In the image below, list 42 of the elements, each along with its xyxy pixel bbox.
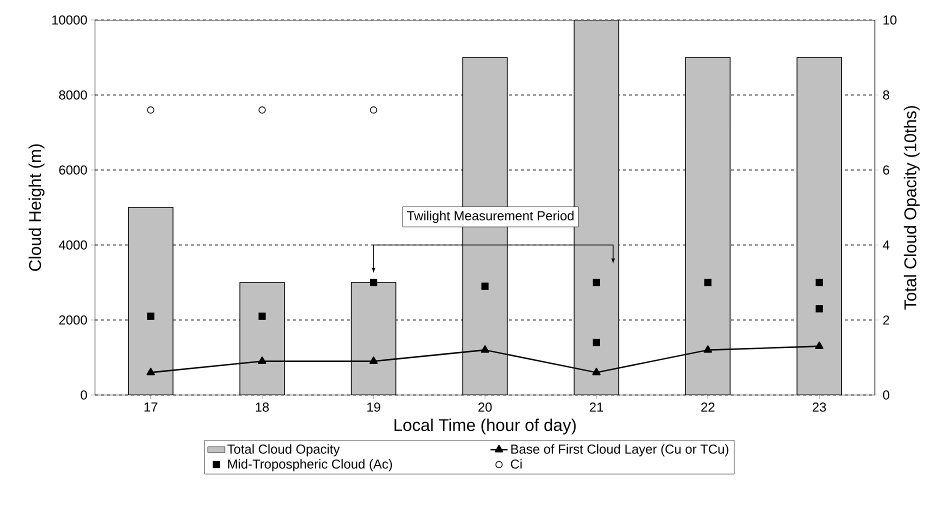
point [480, 345, 490, 353]
annotation: Twilight Measurement Period [407, 210, 574, 223]
legend-label: Ci [510, 459, 522, 469]
legend-label: Base of First Cloud Layer (Cu or TCu) [511, 444, 728, 456]
point [370, 278, 378, 286]
point [704, 345, 712, 353]
point [258, 356, 266, 364]
point [369, 356, 378, 364]
x-tick-label: 23 [812, 402, 826, 412]
x-tick-label: 20 [478, 402, 492, 412]
y-tick-label: 10000 [52, 15, 87, 25]
point [481, 282, 489, 290]
x-tick-label: 18 [256, 402, 269, 412]
point [592, 278, 600, 286]
x-tick-label: 21 [590, 402, 604, 412]
y2-tick-label: 2 [883, 315, 890, 325]
y-tick-label: 8000 [59, 90, 87, 100]
x-tick-label: 22 [701, 402, 714, 412]
y2-axis-title: Total Cloud Opacity (10ths) [904, 106, 920, 310]
point [815, 342, 824, 349]
point [592, 368, 601, 376]
y-tick-label: 2000 [59, 315, 87, 325]
point [147, 106, 154, 114]
point [370, 106, 378, 114]
legend-label: Mid-Tropospheric Cloud (Ac) [228, 459, 392, 472]
point [258, 312, 266, 320]
x-tick-label: 19 [367, 402, 380, 412]
y-tick-label: 6000 [59, 165, 87, 175]
y2-tick-label: 6 [883, 165, 890, 175]
y2-tick-label: 10 [884, 15, 896, 25]
y2-tick-label: 0 [883, 390, 890, 400]
x-tick-label: 17 [144, 402, 158, 412]
y-axis-title: Cloud Height (m) [28, 144, 44, 271]
point [147, 312, 154, 320]
y2-tick-label: 8 [883, 90, 890, 100]
y2-tick-label: 4 [882, 240, 890, 250]
x-axis-title: Local Time (hour of day) [394, 418, 576, 434]
point [146, 368, 155, 376]
legend-label: Total Cloud Opacity [227, 444, 340, 456]
y-tick-label: 0 [80, 390, 87, 400]
point [258, 106, 266, 114]
y-tick-label: 4000 [58, 240, 87, 250]
